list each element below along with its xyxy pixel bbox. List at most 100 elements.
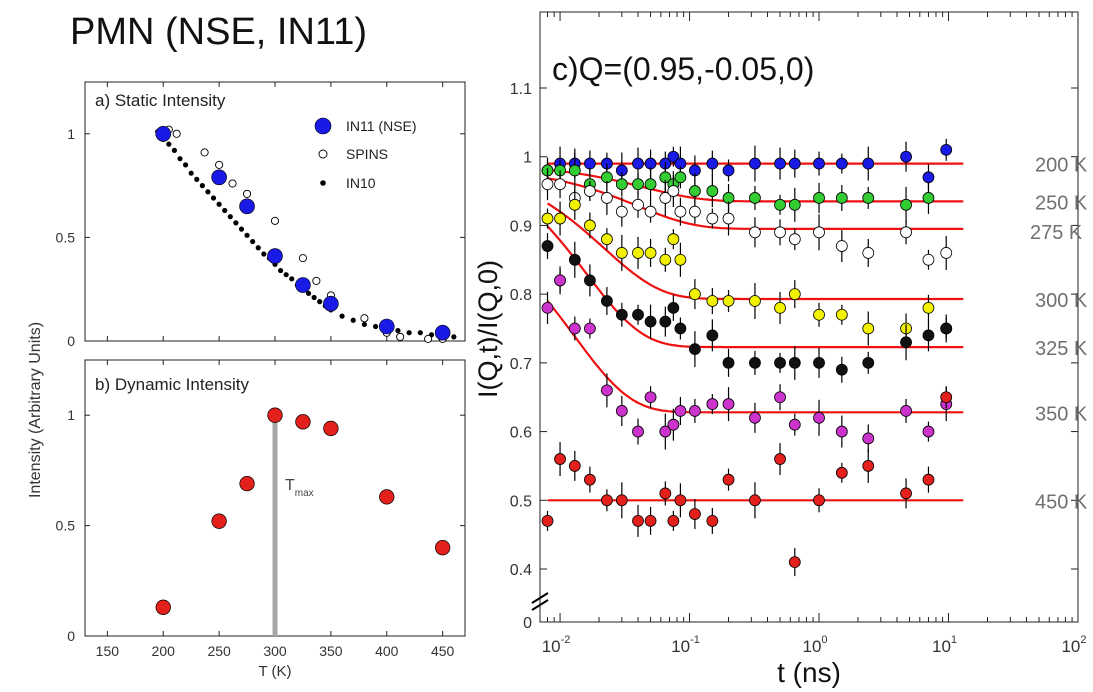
panel-b-xlabel: T (K) [258, 663, 291, 680]
panel-c-title: c)Q=(0.95,-0.05,0) [552, 51, 814, 87]
data-point [862, 157, 875, 170]
data-point [774, 356, 786, 369]
in10-point [339, 313, 345, 319]
data-point [862, 460, 875, 472]
in10-point [238, 226, 245, 232]
data-point [541, 178, 554, 191]
data-point [922, 253, 935, 266]
panel-c-xlabel: t (ns) [777, 657, 841, 688]
data-point [900, 198, 912, 211]
data-point [554, 274, 566, 287]
dynamic-point [155, 599, 171, 615]
data-point [722, 473, 735, 486]
data-point [862, 322, 875, 335]
data-point [788, 418, 801, 431]
data-point [689, 405, 701, 417]
x-tick-base: 10 [1061, 637, 1080, 656]
data-point [749, 157, 761, 170]
data-point [788, 157, 801, 170]
data-point [940, 143, 953, 156]
in10-point [372, 323, 379, 330]
data-point [644, 205, 657, 218]
legend-label: IN10 [346, 175, 376, 191]
data-point [689, 288, 701, 301]
panel-a-title: a) Static Intensity [95, 91, 226, 110]
data-point [600, 384, 613, 397]
data-point [813, 157, 825, 170]
data-point [632, 247, 644, 259]
data-point [568, 253, 581, 266]
dynamic-point [434, 540, 451, 556]
x-tick-label: 200 [152, 643, 176, 659]
in10-point [199, 183, 205, 189]
data-point [922, 473, 935, 486]
in10-point [216, 201, 222, 207]
in10-point [233, 220, 239, 226]
y-tick-label: 1.1 [510, 81, 532, 98]
data-point [667, 150, 680, 163]
x-tick-label: 101 [932, 634, 957, 656]
spins-point [172, 129, 181, 138]
x-tick-label: 100 [803, 634, 828, 656]
in11-point [295, 277, 311, 293]
data-point [689, 508, 701, 520]
data-point [541, 515, 554, 527]
temperature-label: 200 K [1035, 155, 1088, 177]
data-point [554, 178, 566, 191]
data-point [722, 295, 735, 307]
in10-point [311, 294, 317, 301]
x-tick-label: 10-1 [671, 634, 700, 656]
panel-a-static-intensity: 0 0.5 1 a) Static Intensity IN11 (NSE) SPINS I… [56, 81, 466, 349]
data-point [813, 226, 825, 239]
in11-point [267, 248, 283, 264]
data-point [774, 391, 786, 404]
data-point [749, 192, 761, 204]
axis-break-mark [531, 599, 549, 611]
x-tick-label: 300 [263, 643, 287, 659]
in10-point [188, 170, 194, 176]
data-point [813, 192, 825, 204]
spins-point [360, 314, 369, 323]
data-point [568, 460, 581, 472]
temperature-label: 350 K [1035, 403, 1088, 425]
data-point [583, 157, 596, 170]
dynamic-point [267, 407, 283, 423]
data-point [615, 247, 628, 259]
data-point [940, 247, 953, 259]
spins-point [200, 148, 209, 157]
data-point [568, 198, 581, 211]
dynamic-point [379, 489, 395, 505]
data-point [674, 253, 687, 266]
x-tick-label: 10-2 [542, 634, 571, 656]
data-point [583, 274, 596, 287]
data-point [749, 494, 761, 507]
in10-point [350, 317, 356, 323]
panel-b-dynamic-intensity: 0 0.5 1 150 200 250 300 350 400 450 T (K) b) Dynami… [56, 359, 466, 680]
panel-c-ylabel: I(Q,t)/I(Q,0) [473, 260, 503, 398]
data-point [900, 150, 912, 163]
data-point [788, 233, 801, 246]
data-point [632, 425, 644, 438]
y-tick-label: 0.5 [56, 518, 76, 534]
in10-point [451, 334, 457, 340]
data-point [659, 425, 672, 438]
x-tick-exponent: -2 [561, 634, 571, 646]
tmax-subscript: max [295, 488, 314, 499]
data-point [554, 453, 566, 465]
axis-break-mark [531, 592, 549, 604]
data-point [615, 178, 628, 191]
data-point [674, 494, 687, 507]
data-point [813, 356, 825, 369]
data-point [583, 322, 596, 335]
data-point [749, 356, 761, 369]
y-tick-label: 0 [67, 333, 75, 349]
data-point [644, 315, 657, 328]
data-point [541, 212, 554, 225]
data-point [600, 494, 613, 507]
data-point [568, 322, 581, 335]
x-tick-label: 250 [207, 643, 231, 659]
data-point [568, 164, 581, 177]
in10-point [283, 272, 289, 278]
